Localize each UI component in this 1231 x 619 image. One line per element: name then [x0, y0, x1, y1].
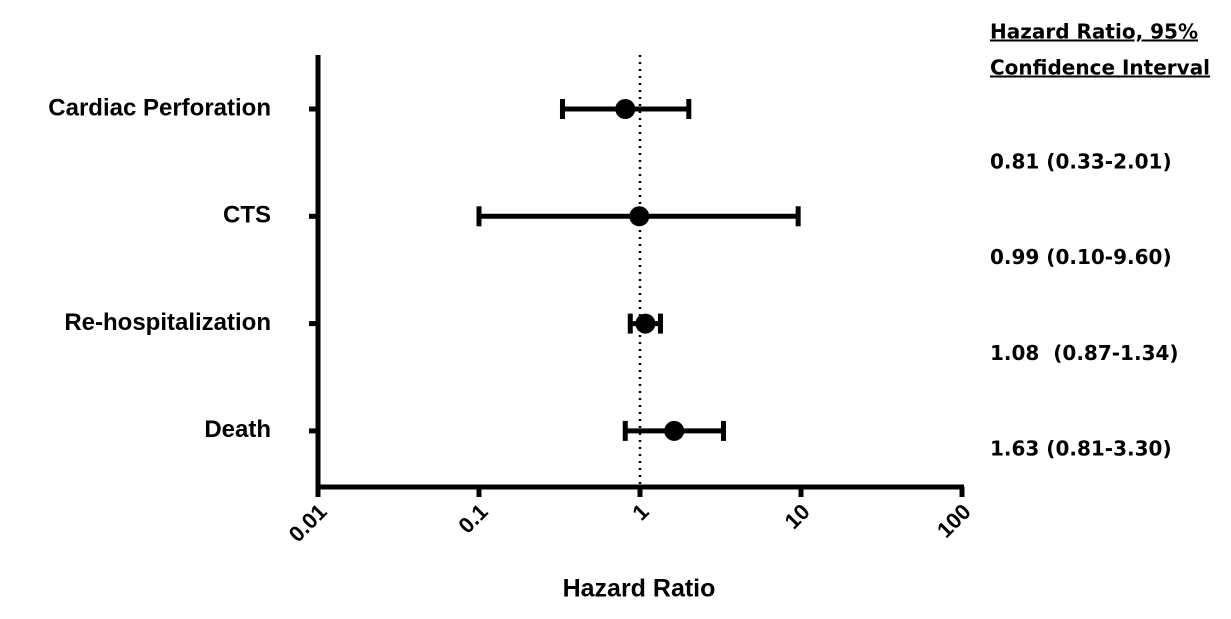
category-label: CTS: [223, 202, 271, 229]
category-label: Cardiac Perforation: [48, 94, 271, 121]
x-axis-label: Hazard Ratio: [563, 575, 716, 603]
x-tick-label: 100: [932, 499, 976, 543]
column-header: Hazard Ratio, 95%: [990, 20, 1198, 44]
x-tick-label: 10: [780, 499, 815, 534]
point-estimate: [629, 206, 650, 227]
x-tick-label: 0.1: [453, 499, 492, 538]
point-estimate: [635, 313, 656, 334]
category-label: Death: [204, 416, 271, 443]
value-label: 0.99 (0.10-9.60): [990, 245, 1172, 269]
value-label: 1.08 (0.87-1.34): [990, 341, 1179, 365]
value-label: 0.81 (0.33-2.01): [990, 150, 1172, 174]
column-header: Confidence Interval: [990, 56, 1210, 80]
x-tick-label: 0.01: [284, 499, 332, 547]
point-estimate: [615, 99, 636, 119]
point-estimate: [664, 420, 685, 441]
value-label: 1.63 (0.81-3.30): [990, 437, 1172, 461]
x-tick-label: 1: [627, 499, 653, 525]
category-label: Re-hospitalization: [64, 309, 271, 336]
